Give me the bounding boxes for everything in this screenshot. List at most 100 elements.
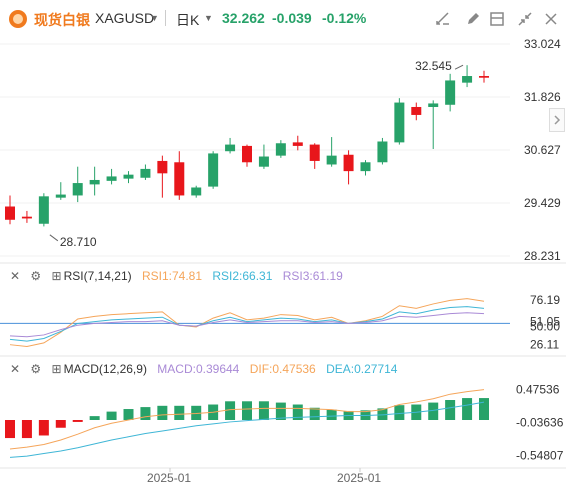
macd-bar [377, 408, 388, 420]
collapse-indicator-icon[interactable]: ✕ [10, 269, 21, 283]
add-indicator-icon[interactable]: ⊞ [51, 269, 62, 283]
last-price: 32.262 [222, 10, 265, 26]
candle-body [157, 160, 168, 174]
rsi3-line [9, 312, 485, 338]
macd-bar [38, 420, 49, 436]
collapse-icon[interactable] [516, 10, 534, 28]
time-tick-label: 2025-01 [147, 471, 191, 485]
logo-icon [9, 10, 27, 28]
candle-body [191, 187, 202, 196]
candle-body [208, 153, 219, 187]
macd-bar [21, 420, 32, 439]
candle-body [360, 162, 371, 172]
min-price-label: 28.710 [60, 235, 97, 249]
chevron-down-icon[interactable]: ▼ [150, 13, 159, 23]
macd-bar [445, 400, 456, 420]
min-pointer [49, 234, 59, 242]
candle-body [445, 80, 456, 105]
macd-bar [479, 398, 489, 420]
pen-icon[interactable] [464, 10, 482, 28]
candlestick-series [5, 65, 489, 227]
candle-body [275, 143, 286, 156]
chevron-down-icon[interactable]: ▼ [204, 13, 213, 23]
macd-bar [275, 402, 286, 420]
candle-body [242, 145, 252, 163]
price-change-pct: -0.12% [322, 10, 367, 26]
candle-body [38, 196, 49, 224]
candle-body [479, 76, 489, 78]
max-price-label: 32.545 [415, 59, 452, 73]
macd-bar [309, 407, 320, 420]
macd-tick-label: 0.47536 [516, 382, 560, 396]
rsi2-value: RSI2:66.31 [212, 269, 273, 283]
rsi2-line [9, 306, 485, 342]
ruler-icon[interactable] [434, 10, 452, 28]
macd-bar [5, 420, 15, 439]
dea-line [9, 401, 485, 458]
candle-body [309, 144, 320, 161]
time-axis: 2025-01 2025-01 [147, 468, 381, 485]
macd-bar [157, 405, 168, 420]
price-change: -0.039 [272, 10, 312, 26]
candle-body [377, 141, 388, 163]
candle-body [5, 206, 15, 220]
macd-bar [225, 401, 236, 420]
rsi1-line [9, 298, 485, 347]
candle-body [394, 102, 405, 143]
price-tick-label: 28.231 [524, 249, 561, 263]
symbol-selector[interactable]: XAGUSD [95, 10, 155, 26]
rsi-tick-label: 50.00 [530, 319, 560, 333]
collapse-indicator-icon[interactable]: ✕ [10, 362, 21, 376]
candle-body [343, 154, 354, 172]
macd-bar [140, 407, 151, 420]
macd-bar [428, 402, 439, 420]
macd-value: MACD:0.39644 [157, 362, 240, 376]
max-pointer [454, 64, 464, 70]
candle-body [140, 168, 151, 178]
candle-body [292, 142, 303, 146]
time-tick-label: 2025-01 [337, 471, 381, 485]
rsi-legend: ✕ ⚙ ⊞ RSI(7,14,21) RSI1:74.81 RSI2:66.31 … [10, 269, 350, 283]
macd-bar [174, 405, 185, 420]
candle-body [55, 194, 66, 198]
macd-bar [258, 401, 269, 420]
settings-icon[interactable]: ⚙ [30, 362, 42, 376]
macd-tick-label: -0.54807 [516, 448, 564, 462]
candle-body [21, 216, 32, 219]
price-annotations: 32.545 28.710 [49, 59, 464, 249]
candle-body [174, 162, 185, 196]
candle-body [225, 144, 236, 152]
macd-bar [55, 420, 66, 428]
candle-body [72, 183, 83, 196]
instrument-name: 现货白银 [34, 12, 90, 28]
candle-body [123, 174, 134, 179]
settings-icon[interactable]: ⚙ [30, 269, 42, 283]
period-selector[interactable]: 日K [176, 12, 200, 28]
rsi-tick-label: 76.19 [530, 293, 560, 307]
dif-value: DIF:0.47536 [249, 362, 316, 376]
macd-tick-label: -0.03636 [516, 415, 564, 429]
expand-icon[interactable] [542, 10, 560, 28]
macd-bar [72, 420, 83, 422]
price-tick-label: 29.429 [524, 196, 561, 210]
candle-body [258, 156, 269, 167]
layout-icon[interactable] [488, 10, 506, 28]
macd-bar [462, 398, 473, 420]
chart-grid [0, 43, 566, 469]
dif-line [9, 389, 485, 450]
rsi-label: RSI(7,14,21) [63, 269, 132, 283]
candle-body [462, 76, 473, 83]
price-tick-label: 30.627 [524, 143, 561, 157]
price-tick-label: 33.024 [524, 37, 561, 51]
macd-bar [242, 401, 252, 420]
candle-body [428, 103, 439, 107]
add-indicator-icon[interactable]: ⊞ [51, 362, 62, 376]
candle-body [411, 106, 422, 115]
candle-body [106, 176, 117, 181]
candle-body [326, 155, 337, 165]
scroll-right-button[interactable] [549, 108, 565, 132]
rsi3-value: RSI3:61.19 [282, 269, 343, 283]
macd-bar [326, 409, 337, 420]
